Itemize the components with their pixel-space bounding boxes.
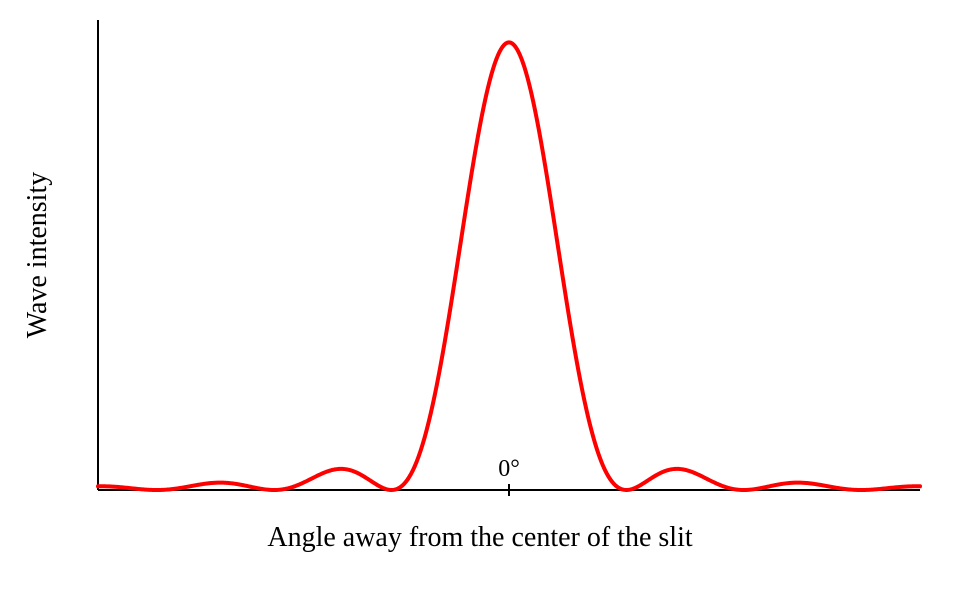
diffraction-chart: Wave intensity Angle away from the cente… (0, 0, 960, 597)
y-axis-label: Wave intensity (22, 172, 54, 338)
intensity-curve (98, 42, 920, 490)
x-tick-zero: 0° (498, 456, 520, 483)
plot-svg (0, 0, 960, 597)
x-axis-label: Angle away from the center of the slit (0, 522, 960, 554)
